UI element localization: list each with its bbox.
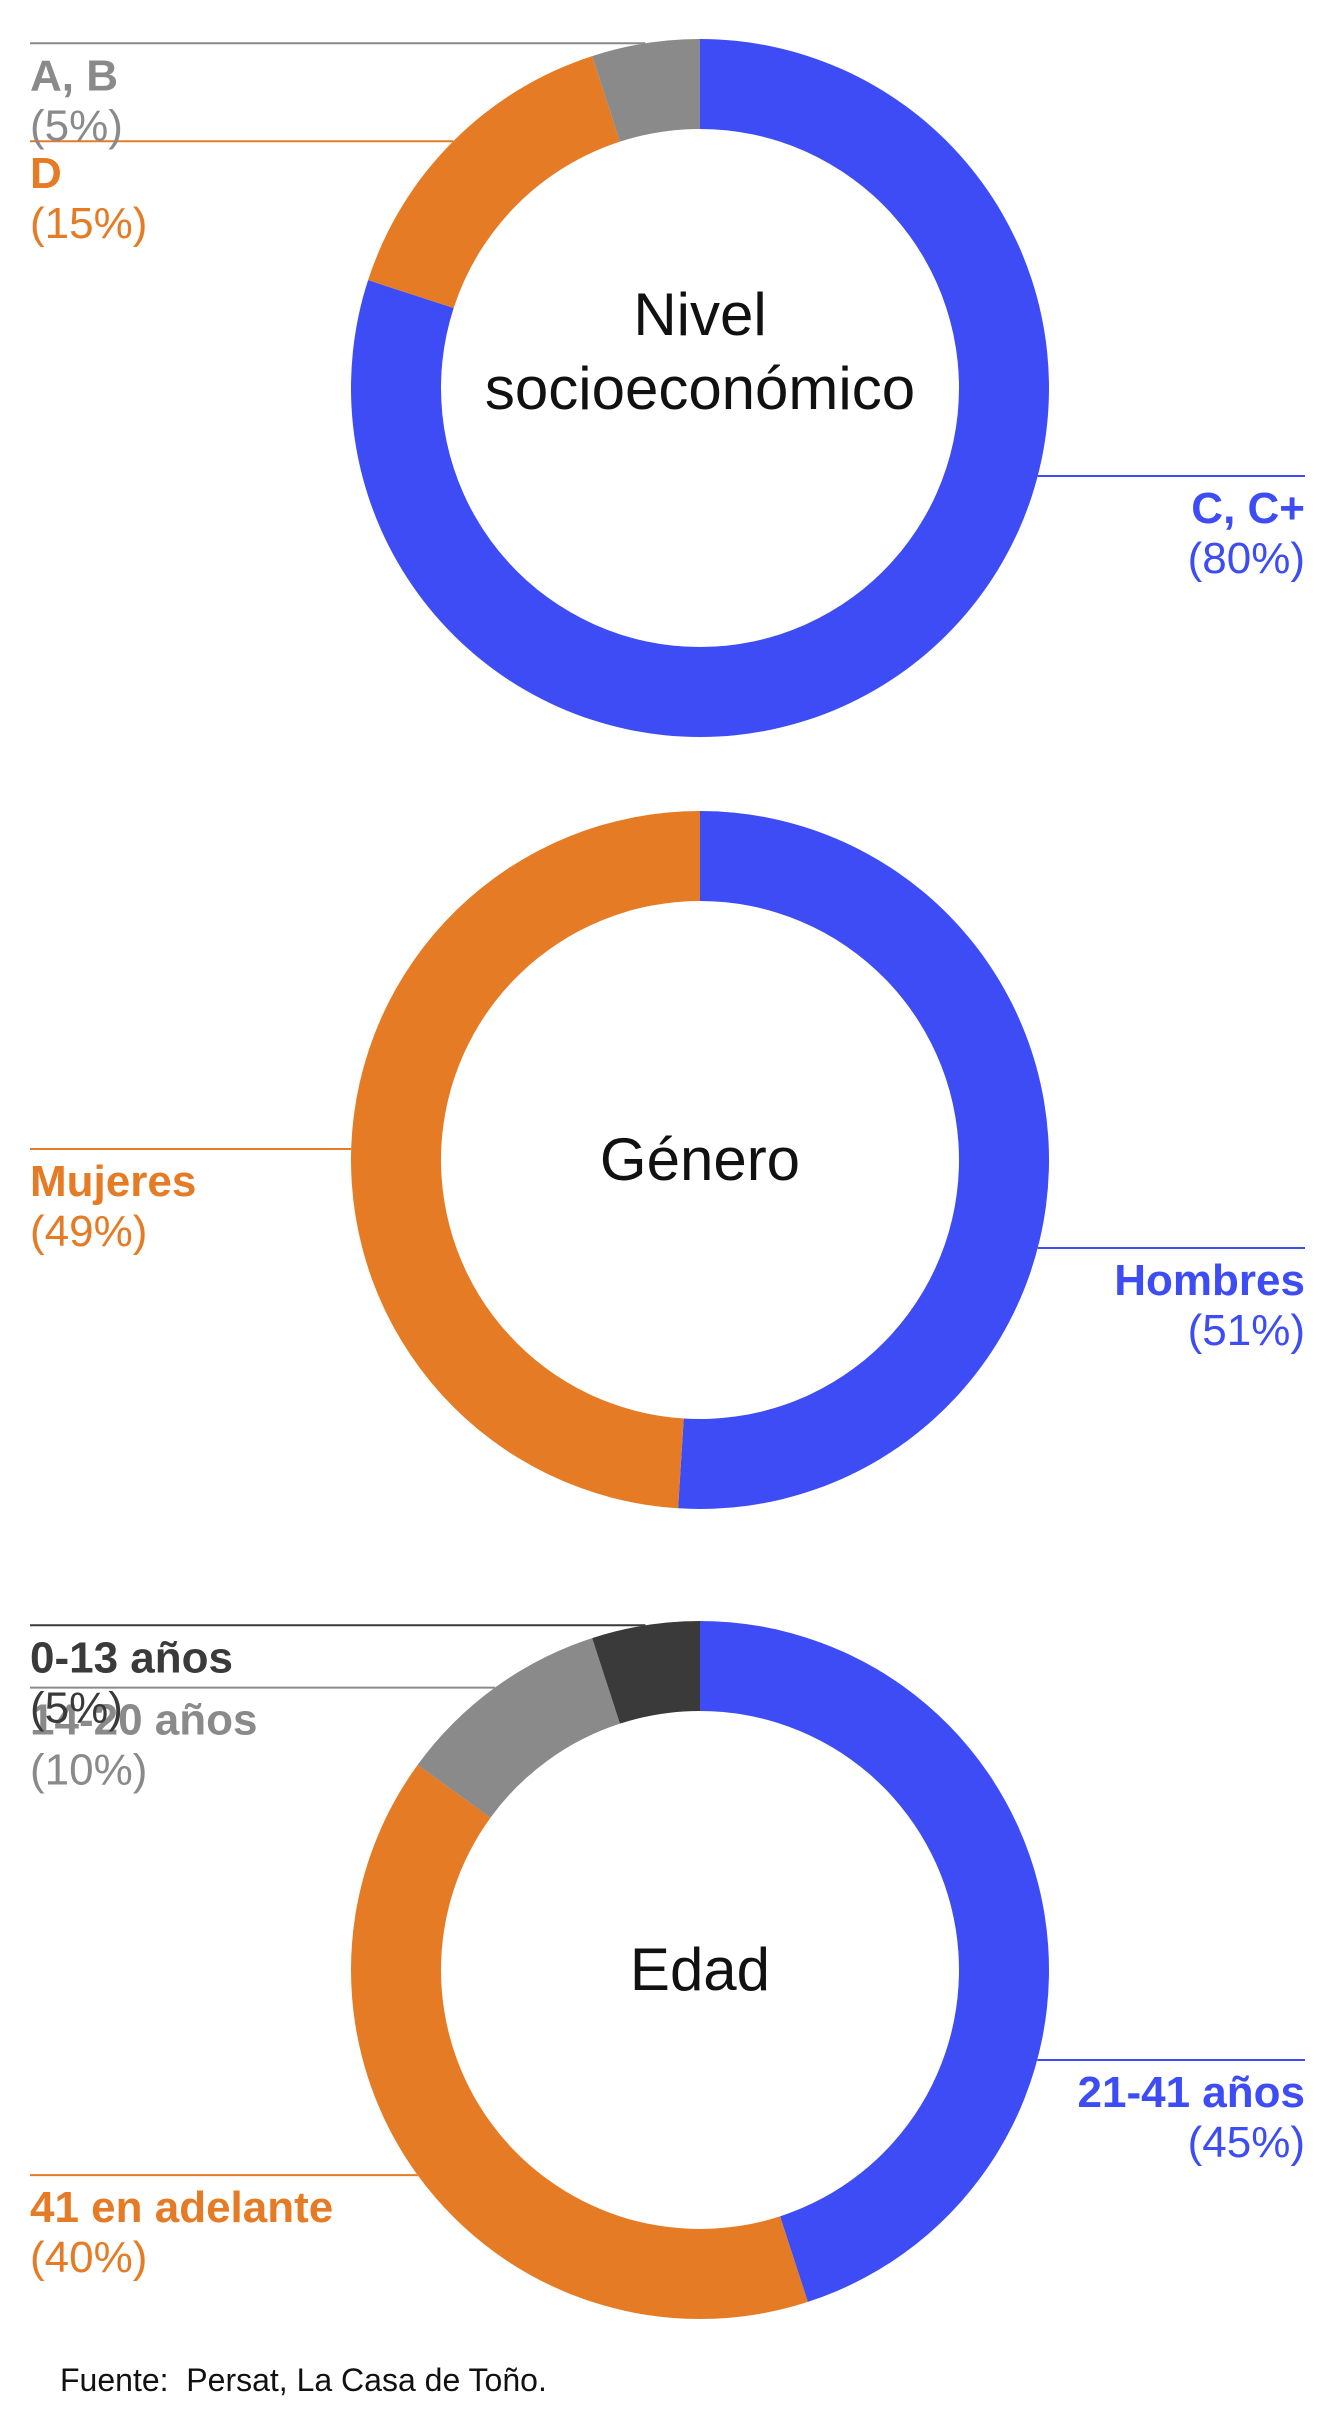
chart-title-nivel-socioeconomico-line-2: socioeconómico <box>485 355 915 422</box>
slice-pct-14-20-anos: (10%) <box>30 1746 147 1795</box>
slice-pct-hombres: (51%) <box>1188 1306 1305 1355</box>
slice-label-mujeres: Mujeres <box>30 1157 196 1206</box>
slice-label-hombres: Hombres <box>1114 1256 1305 1305</box>
slice-hombres <box>678 811 1050 1509</box>
slice-label-c-c: C, C+ <box>1191 484 1305 533</box>
slice-21-41-anos <box>700 1621 1050 2302</box>
slice-mujeres <box>351 811 700 1509</box>
slice-label-d: D <box>30 149 62 198</box>
chart-title-genero: Género <box>600 1126 800 1193</box>
slice-pct-0-13-anos: (5%) <box>30 1683 123 1732</box>
slice-label-41-en-adelante: 41 en adelante <box>30 2183 333 2232</box>
source-note: Fuente: Persat, La Casa de Toño. <box>60 2362 547 2398</box>
slice-label-21-41-anos: 21-41 años <box>1078 2068 1305 2117</box>
slice-41-en-adelante <box>350 1764 808 2320</box>
slice-d <box>368 56 620 308</box>
slice-14-20-anos <box>417 1638 620 1818</box>
slice-pct-c-c: (80%) <box>1188 534 1305 583</box>
slice-pct-d: (15%) <box>30 199 147 248</box>
slice-pct-a-b: (5%) <box>30 101 123 150</box>
slice-a-b <box>592 39 700 142</box>
slice-label-0-13-anos: 0-13 años <box>30 1633 233 1682</box>
slice-label-14-20-anos: 14-20 años <box>30 1696 257 1745</box>
slice-0-13-anos <box>592 1621 700 1724</box>
slice-label-a-b: A, B <box>30 51 118 100</box>
chart-title-nivel-socioeconomico-line-1: Nivel <box>633 281 766 348</box>
slice-pct-41-en-adelante: (40%) <box>30 2233 147 2282</box>
chart-title-edad: Edad <box>630 1936 770 2003</box>
slice-pct-21-41-anos: (45%) <box>1188 2118 1305 2167</box>
slice-pct-mujeres: (49%) <box>30 1207 147 1256</box>
